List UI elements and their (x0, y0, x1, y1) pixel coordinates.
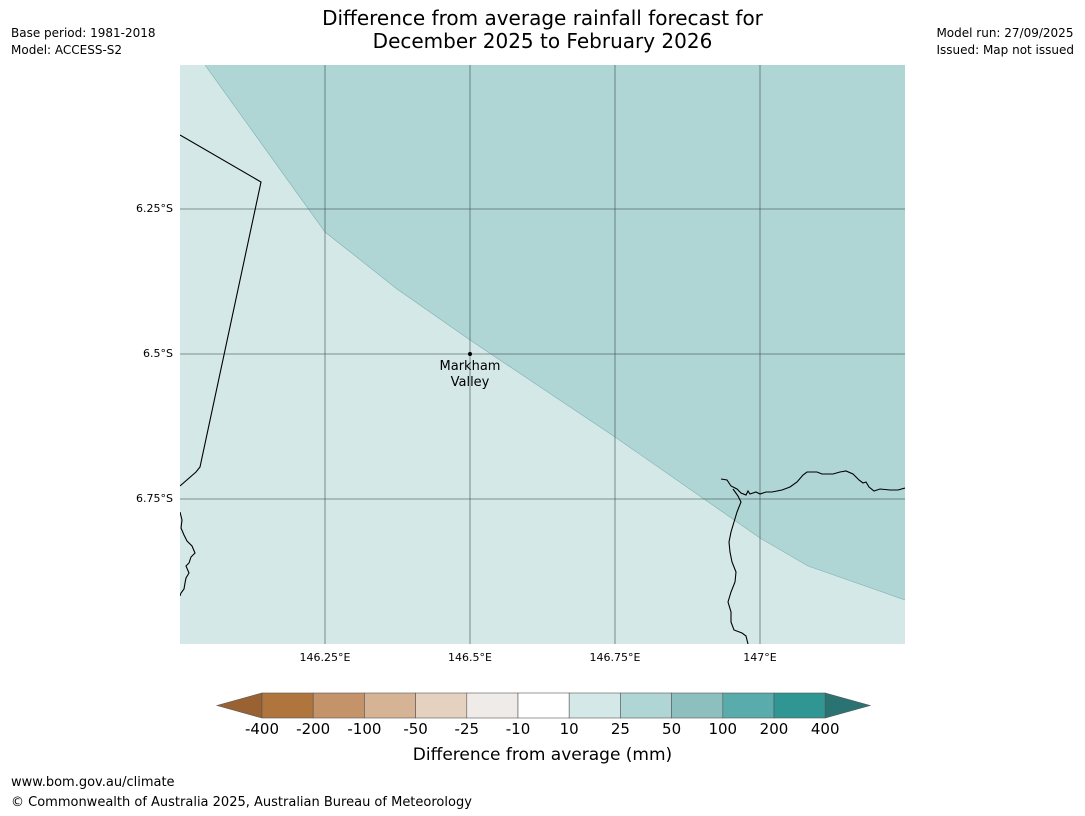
place-name-line-2: Valley (450, 375, 490, 390)
colorbar-tick-label: 400 (810, 720, 840, 738)
lon-label-146-5: 146.5°E (448, 651, 492, 664)
river-markham (727, 488, 749, 644)
rainfall-band-25-50 (205, 65, 905, 600)
colorbar-segment-1 (312, 692, 365, 719)
colorbar-segment-8 (671, 692, 724, 719)
band-boundary (204, 65, 905, 601)
coastline-west (180, 511, 196, 597)
place-name-line-1: Markham (439, 359, 501, 374)
colorbar-segment-10 (773, 692, 826, 719)
lat-label-6-75: 6.75°S (136, 492, 173, 505)
colorbar-tick-label: -400 (244, 720, 280, 738)
lat-label-6-25: 6.25°S (136, 202, 173, 215)
colorbar (215, 692, 872, 719)
base-period: Base period: 1981-2018 (11, 26, 156, 40)
map-title: Difference from average rainfall forecas… (0, 7, 1085, 53)
colorbar-segment-0 (261, 692, 314, 719)
markham-valley-marker (468, 352, 472, 356)
colorbar-segment-4 (466, 692, 519, 719)
colorbar-extend-high (824, 692, 872, 719)
colorbar-segment-7 (620, 692, 672, 719)
issued-status: Issued: Map not issued (936, 43, 1074, 57)
colorbar-tick-label: -10 (505, 720, 531, 738)
colorbar-extend-low (215, 692, 263, 719)
coastline-gulf (720, 470, 905, 496)
map-area (180, 65, 905, 644)
colorbar-title: Difference from average (mm) (412, 745, 673, 765)
colorbar-tick-label: 200 (759, 720, 789, 738)
title-line-2: December 2025 to February 2026 (372, 29, 713, 53)
coastlines (180, 134, 905, 644)
title-line-1: Difference from average rainfall forecas… (322, 6, 763, 30)
colorbar-tick-label: -200 (296, 720, 331, 738)
place-label-markham-valley: Markham Valley (420, 359, 520, 391)
colorbar-tick-label: 50 (662, 720, 682, 738)
colorbar-tick-label: -100 (347, 720, 382, 738)
colorbar-tick-label: 10 (559, 720, 579, 738)
colorbar-segment-6 (568, 692, 621, 719)
province-boundary (180, 134, 262, 487)
lat-label-6-5: 6.5°S (143, 347, 173, 360)
colorbar-segment-5 (517, 692, 570, 719)
meta-left: Base period: 1981-2018 Model: ACCESS-S2 (11, 25, 156, 59)
footer-copyright: © Commonwealth of Australia 2025, Austra… (11, 795, 472, 810)
graticule (180, 65, 905, 644)
colorbar-tick-label: 100 (708, 720, 738, 738)
model-run: Model run: 27/09/2025 (936, 26, 1074, 40)
meta-right: Model run: 27/09/2025 Issued: Map not is… (936, 25, 1074, 59)
model-name: Model: ACCESS-S2 (11, 43, 123, 57)
lon-label-147: 147°E (743, 651, 777, 664)
colorbar-segment-9 (722, 692, 775, 719)
colorbar-segment-2 (364, 692, 416, 719)
colorbar-tick-label: -25 (454, 720, 480, 738)
lon-label-146-25: 146.25°E (299, 651, 351, 664)
colorbar-tick-label: 25 (610, 720, 630, 738)
colorbar-segment-3 (415, 692, 468, 719)
lon-label-146-75: 146.75°E (589, 651, 641, 664)
colorbar-tick-label: -50 (403, 720, 428, 738)
footer-url[interactable]: www.bom.gov.au/climate (11, 775, 175, 790)
